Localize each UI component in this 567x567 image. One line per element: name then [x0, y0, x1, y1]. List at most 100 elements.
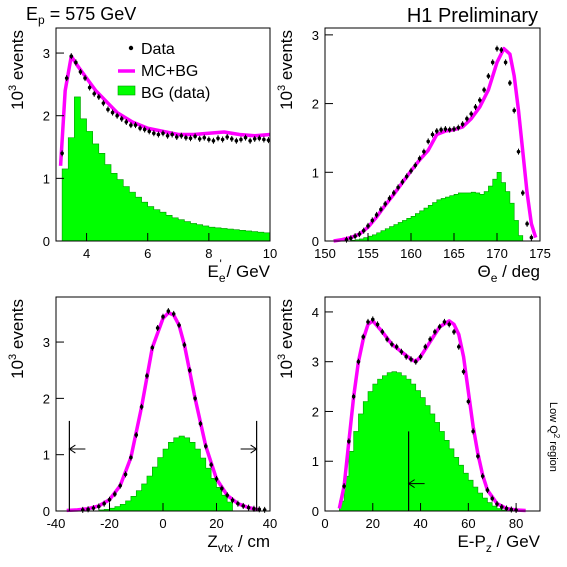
data-point: [69, 54, 74, 58]
data-point: [473, 105, 478, 109]
data-point: [471, 429, 475, 434]
x-tick-label: 160: [400, 246, 422, 261]
data-point: [101, 101, 106, 105]
data-point: [409, 357, 413, 362]
y-tick-label: 1: [43, 171, 50, 186]
bg-histogram: [350, 171, 524, 242]
data-point: [83, 76, 87, 80]
x-axis-label: E-Pz / GeV: [457, 532, 540, 555]
data-point: [486, 74, 491, 78]
data-point: [490, 496, 495, 501]
data-point: [443, 127, 448, 131]
x-tick-label: 8: [205, 246, 212, 261]
data-point: [516, 149, 521, 154]
y-axis-label: 103 events: [276, 299, 296, 379]
data-point: [92, 91, 97, 96]
data-point: [156, 132, 161, 137]
data-point: [509, 507, 514, 512]
data-point: [133, 123, 138, 127]
x-tick-label: 165: [443, 246, 465, 261]
data-point: [357, 232, 362, 236]
y-tick-label: 1: [312, 454, 319, 469]
data-point: [495, 46, 499, 51]
data-point: [356, 359, 361, 364]
legend-bg-marker: [117, 85, 136, 96]
data-point: [171, 312, 176, 316]
bg-histogram: [61, 96, 271, 242]
x-tick-label: 40: [413, 516, 427, 531]
data-point: [106, 107, 110, 112]
data-point: [147, 129, 152, 134]
data-point: [182, 343, 187, 347]
data-point: [374, 213, 379, 217]
data-point: [370, 218, 375, 223]
data-point: [503, 60, 508, 65]
data-point: [97, 95, 101, 99]
data-point: [74, 60, 78, 65]
data-point: [465, 116, 469, 121]
data-point: [435, 129, 439, 133]
data-point: [361, 335, 366, 339]
y-tick-label: 1: [43, 448, 50, 463]
data-point: [456, 344, 461, 349]
plot-frame: [55, 27, 271, 242]
data-point: [342, 484, 346, 488]
data-point: [390, 342, 394, 347]
data-point: [439, 127, 443, 132]
x-tick-label: 150: [314, 246, 336, 261]
data-point: [428, 337, 432, 342]
data-point: [193, 396, 197, 401]
x-tick-label: -40: [47, 516, 66, 531]
data-point: [413, 359, 418, 364]
panel-2: 150 155 160 165 170 175 0 1 2 3 Θe / deg 103 events: [276, 27, 551, 285]
data-point: [209, 463, 213, 467]
data-point: [91, 506, 96, 510]
data-point: [476, 454, 480, 459]
data-point: [113, 492, 117, 496]
data-point: [361, 228, 366, 233]
data-point: [366, 320, 370, 324]
data-point: [97, 504, 101, 509]
data-point: [174, 135, 179, 139]
x-tick-label: 175: [529, 246, 551, 261]
data-point: [225, 493, 229, 498]
data-point: [204, 444, 208, 449]
data-point: [150, 345, 155, 350]
x-tick-label: 0: [159, 516, 166, 531]
x-tick-label: 20: [366, 516, 380, 531]
data-point: [409, 169, 413, 173]
data-point: [452, 330, 456, 334]
data-point: [241, 504, 246, 508]
data-point: [442, 320, 447, 324]
panel-4: 0 20 40 60 80 0 1 2 3 4 E-Pz / GeV 103 events: [276, 296, 541, 555]
data-point: [187, 368, 192, 373]
data-point: [461, 369, 466, 374]
data-point: [392, 191, 396, 195]
y-axis-label: 103 events: [276, 30, 296, 110]
data-point: [216, 136, 220, 141]
data-point: [452, 127, 456, 131]
data-point: [469, 112, 474, 116]
data-point: [529, 235, 534, 240]
panel-1: 4 6 8 10 0 1 2 3 Ee' / GeV 103 events: [7, 27, 277, 285]
data-point: [184, 135, 188, 140]
data-point: [60, 151, 64, 156]
data-point: [234, 138, 239, 143]
x-tick-label: 20: [209, 516, 223, 531]
data-point: [499, 505, 504, 509]
data-point: [385, 337, 389, 342]
data-point: [512, 108, 516, 113]
data-point: [433, 330, 437, 334]
y-axis-label: 103 events: [7, 299, 27, 379]
data-point: [197, 137, 202, 141]
data-point: [353, 234, 357, 238]
data-point: [155, 326, 160, 330]
data-point: [430, 132, 435, 137]
data-point: [165, 133, 170, 138]
data-point: [188, 136, 193, 141]
data-point: [351, 394, 356, 399]
data-point: [166, 309, 171, 313]
data-point: [400, 180, 405, 184]
data-point: [142, 127, 147, 132]
data-point: [257, 136, 262, 141]
